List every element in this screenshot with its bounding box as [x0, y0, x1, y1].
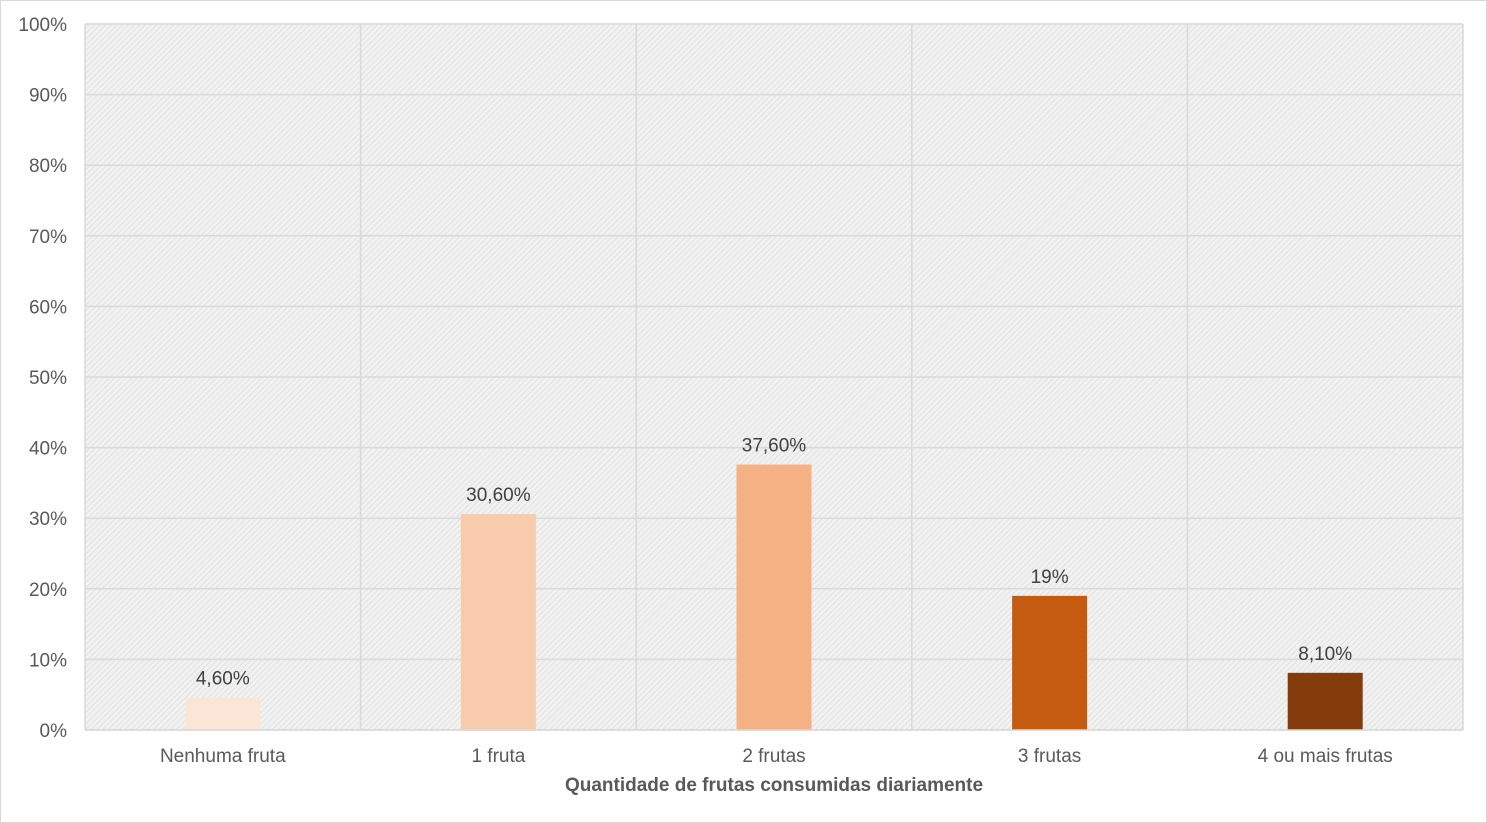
- x-axis: Nenhuma fruta 1 fruta 2 frutas 3 frutas 4 ou…: [85, 729, 1463, 767]
- x-category-label: 3 frutas: [1018, 746, 1081, 767]
- bar: [1012, 595, 1088, 730]
- data-label: 30,60%: [466, 485, 531, 506]
- x-axis-title: Quantidade de frutas consumidas diariame…: [565, 775, 983, 796]
- data-label: 8,10%: [1298, 644, 1352, 665]
- bar: [736, 464, 812, 730]
- bar: [1287, 672, 1363, 730]
- y-tick-label: 30%: [29, 509, 67, 530]
- y-tick-label: 20%: [29, 580, 67, 601]
- y-tick-label: 70%: [29, 227, 67, 248]
- y-tick-label: 0%: [40, 721, 68, 742]
- bar: [185, 697, 261, 730]
- x-category-label: 2 frutas: [742, 746, 805, 767]
- y-tick-label: 50%: [29, 368, 67, 389]
- x-category-label: Nenhuma fruta: [160, 746, 286, 767]
- data-label: 19%: [1031, 567, 1069, 588]
- data-label: 37,60%: [742, 436, 807, 457]
- data-label: 4,60%: [196, 669, 250, 690]
- y-tick-label: 90%: [29, 86, 67, 107]
- x-category-label: 4 ou mais frutas: [1258, 746, 1393, 767]
- y-tick-label: 10%: [29, 650, 67, 671]
- y-tick-label: 40%: [29, 439, 67, 460]
- y-tick-label: 100%: [18, 15, 67, 36]
- bars: [185, 464, 1363, 730]
- y-axis: 0% 10% 20% 30% 40% 50% 60% 70% 80% 90% 100%: [18, 15, 67, 742]
- x-category-label: 1 fruta: [471, 746, 525, 767]
- y-tick-label: 60%: [29, 297, 67, 318]
- data-labels: 4,60% 30,60% 37,60% 19% 8,10%: [196, 436, 1352, 690]
- gridlines: [84, 23, 1464, 731]
- y-tick-label: 80%: [29, 156, 67, 177]
- bar: [460, 513, 536, 730]
